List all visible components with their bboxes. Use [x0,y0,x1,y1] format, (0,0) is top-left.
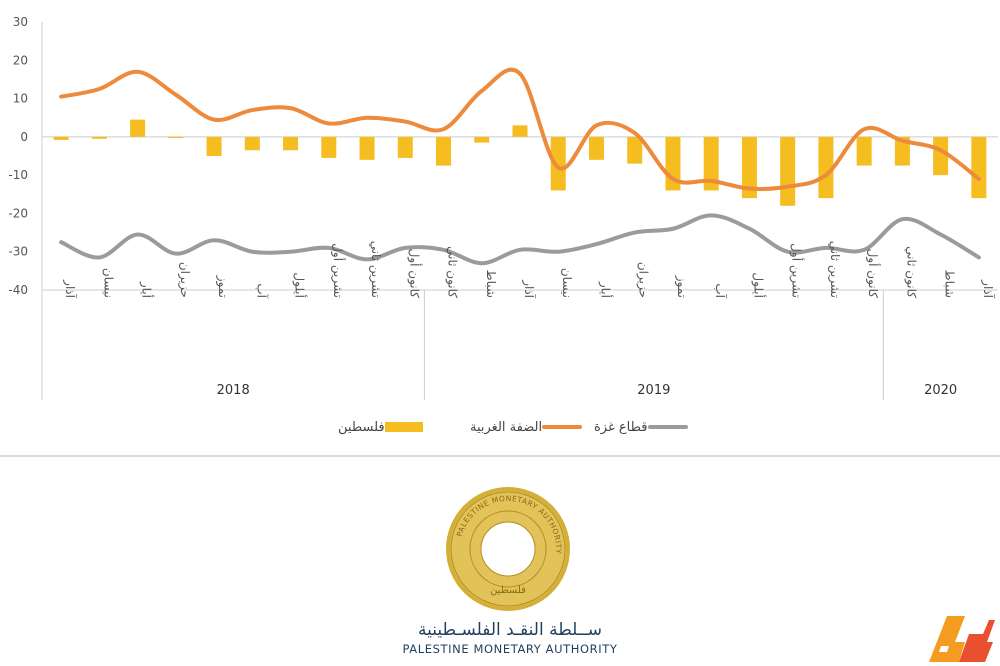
x-tick-label: آذار [521,279,537,298]
bar-palestine [512,125,528,137]
legend-label-palestine: فلسطين [338,419,385,435]
y-tick-label: -10 [8,168,28,182]
bar-palestine [627,136,643,164]
x-tick-label: نيسان [560,268,574,298]
bar-palestine [856,136,872,166]
bar-palestine [703,136,719,191]
bar-palestine [244,136,260,151]
svg-text:فلسطين: فلسطين [490,585,526,596]
bar-palestine [933,136,949,176]
x-tick-label: تشرين أول [330,243,346,298]
bar-palestine [741,136,757,199]
bar-palestine [474,136,490,143]
corner-brand-logo [929,616,995,662]
x-tick-label: كانون أول [406,249,422,299]
x-tick-label: آب [254,283,269,298]
legend-label-gaza: قطاع غزة [594,419,648,435]
legend-item-gaza: قطاع غزة [594,416,694,438]
x-tick-label: أيار [139,281,155,298]
line-gaza [59,213,981,266]
legend-label-west-bank: الضفة الغربية [470,419,543,435]
x-tick-label: حزيران [636,262,651,298]
x-tick-label: آذار [62,279,78,298]
legend-item-palestine: فلسطين [338,416,429,438]
pma-seal-logo: PALESTINE MONETARY AUTHORITY فلسطين [446,487,570,611]
x-tick-label: تشرين أول [789,243,805,298]
legend-swatch-gaza [647,425,688,429]
bar-palestine [321,136,337,158]
bar-palestine [91,136,107,139]
x-tick-label: كانون ثاني [445,246,460,298]
x-tick-label: حزيران [177,262,192,298]
bar-palestine [818,136,834,199]
legend-item-west-bank: الضفة الغربية [470,416,588,438]
org-name-english: PALESTINE MONETARY AUTHORITY [402,642,618,656]
bar-palestine [283,136,299,151]
org-name-arabic: ســلطة النقـد الفلسـطينية [418,620,602,640]
x-tick-label: شباط [943,270,957,298]
x-tick-label: تشرين ثاني [368,241,383,298]
y-tick-label: 0 [20,130,28,144]
bar-palestine [780,136,796,206]
y-tick-label: 10 [13,92,28,106]
x-tick-label: شباط [484,270,498,298]
x-tick-label: أيلول [292,272,308,298]
y-tick-label: -30 [8,245,28,259]
x-tick-label: تموز [215,275,230,298]
bar-palestine [206,136,222,156]
bar-palestine [130,119,146,137]
bar-palestine [550,136,566,191]
series-lines [59,67,981,266]
x-tick-label: تشرين ثاني [827,241,842,298]
x-tick-label: كانون ثاني [903,246,918,298]
palestine-bars [53,119,987,206]
bar-palestine [168,136,184,139]
legend-swatch-west-bank [542,425,583,429]
x-tick-label: آذار [980,279,996,298]
x-tick-label: نيسان [101,268,115,298]
bar-palestine [53,136,69,140]
x-tick-label: كانون أول [865,249,881,299]
x-tick-label: أيار [597,281,613,298]
y-tick-label: 30 [13,15,28,29]
x-tick-label: تموز [674,275,689,298]
bar-palestine [359,136,375,160]
chart-axes [41,22,998,400]
y-tick-label: -40 [8,283,28,297]
divider [0,455,1000,457]
bar-palestine [894,136,910,166]
year-label: 2018 [217,383,250,398]
bar-palestine [397,136,413,158]
x-tick-label: أيلول [750,272,766,298]
bar-palestine [436,136,452,166]
legend: فلسطين الضفة الغربية قطاع غزة [0,416,1000,438]
bar-palestine [971,136,987,199]
y-tick-label: 20 [13,53,28,67]
legend-swatch-palestine [384,422,423,432]
y-tick-label: -20 [8,206,28,220]
axis-labels: 30 20 10 0 -10 -20 -30 -40 2018 2019 2020 آذار نيسان… [8,15,995,398]
line-west-bank [59,67,981,191]
year-label: 2019 [637,383,670,398]
bar-palestine [588,136,604,160]
chart: 30 20 10 0 -10 -20 -30 -40 2018 2019 2020 آذار نيسان… [8,15,998,400]
x-tick-label: آب [713,283,728,298]
year-label: 2020 [924,383,957,398]
